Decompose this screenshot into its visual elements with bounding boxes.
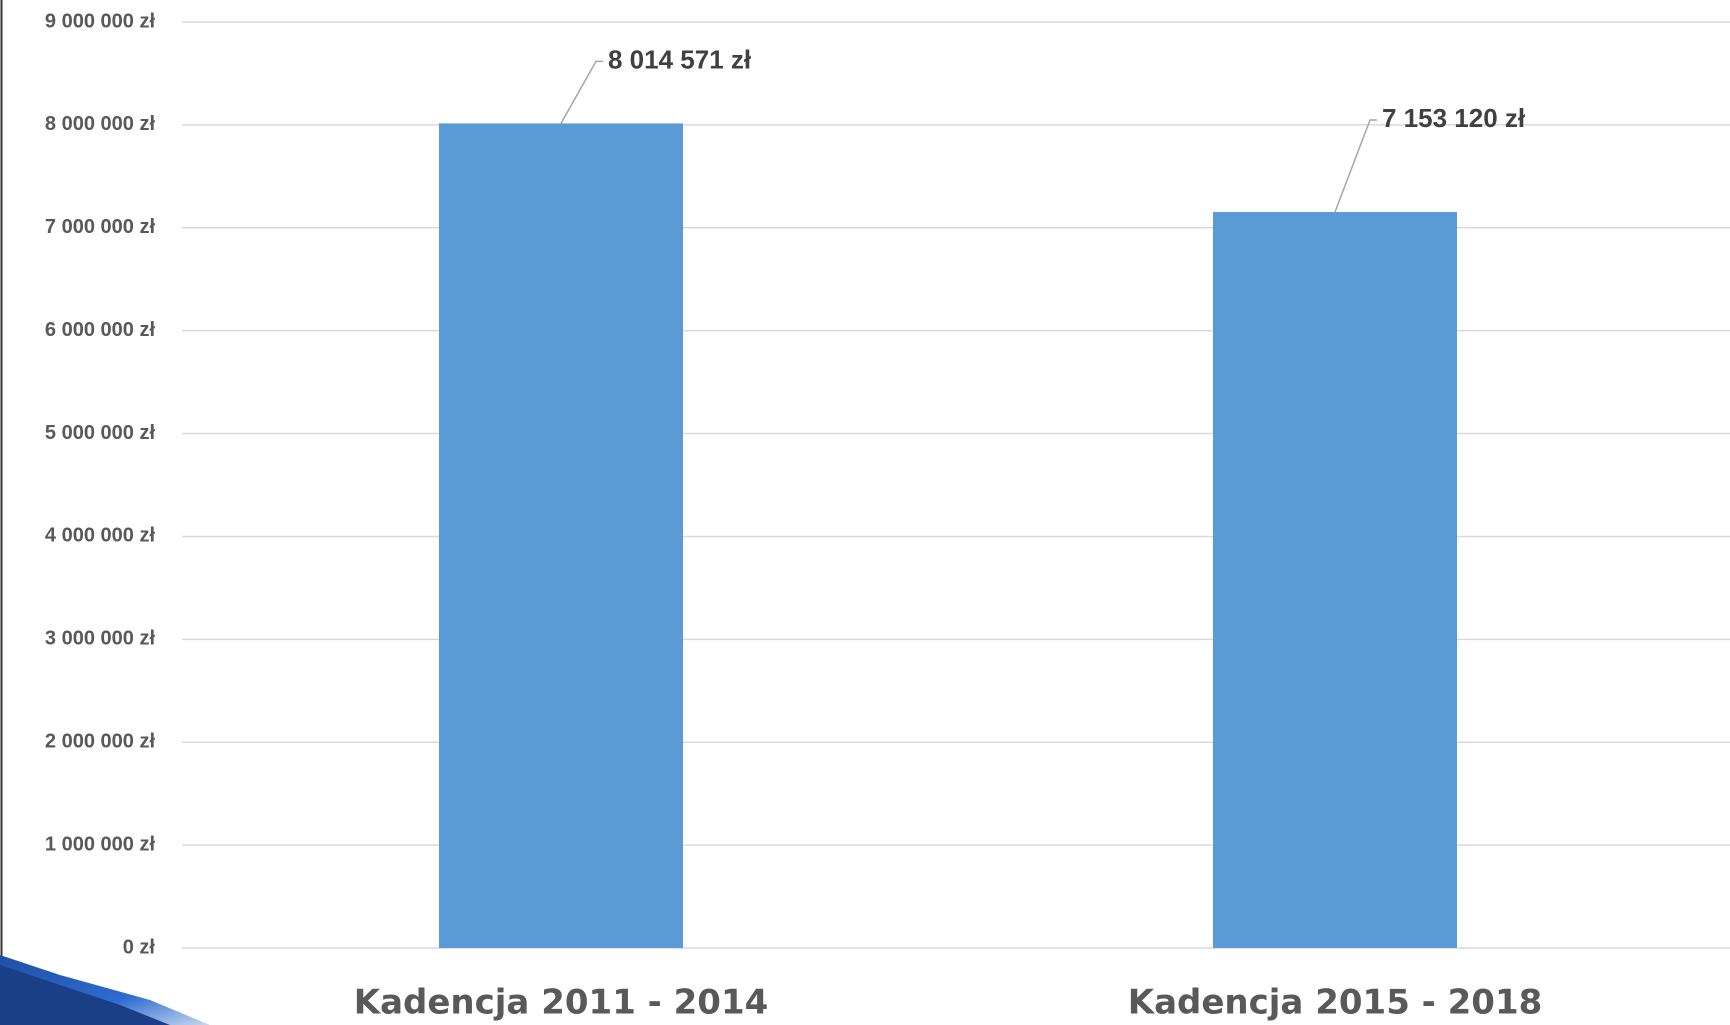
- y-tick-label: 0 zł: [123, 936, 156, 958]
- bar: [1213, 212, 1457, 948]
- y-tick-label: 8 000 000 zł: [45, 113, 156, 135]
- leader-line: [560, 60, 603, 124]
- y-tick-label: 6 000 000 zł: [45, 319, 156, 341]
- y-tick-label: 3 000 000 zł: [45, 628, 156, 650]
- y-tick-label: 9 000 000 zł: [45, 10, 156, 32]
- y-tick-label: 1 000 000 zł: [45, 833, 156, 855]
- y-tick-label: 5 000 000 zł: [45, 422, 156, 444]
- leader-line: [1334, 119, 1377, 213]
- y-tick-label: 7 000 000 zł: [45, 216, 156, 238]
- value-label: 7 153 120 zł: [1382, 103, 1526, 133]
- x-tick-label: Kadencja 2015 - 2018: [1128, 983, 1543, 1023]
- y-tick-label: 2 000 000 zł: [45, 731, 156, 753]
- decorative-swoosh-dark: [0, 965, 170, 1025]
- x-tick-label: Kadencja 2011 - 2014: [354, 983, 769, 1023]
- value-label: 8 014 571 zł: [608, 44, 752, 74]
- y-tick-label: 4 000 000 zł: [45, 525, 156, 547]
- bar: [439, 123, 683, 948]
